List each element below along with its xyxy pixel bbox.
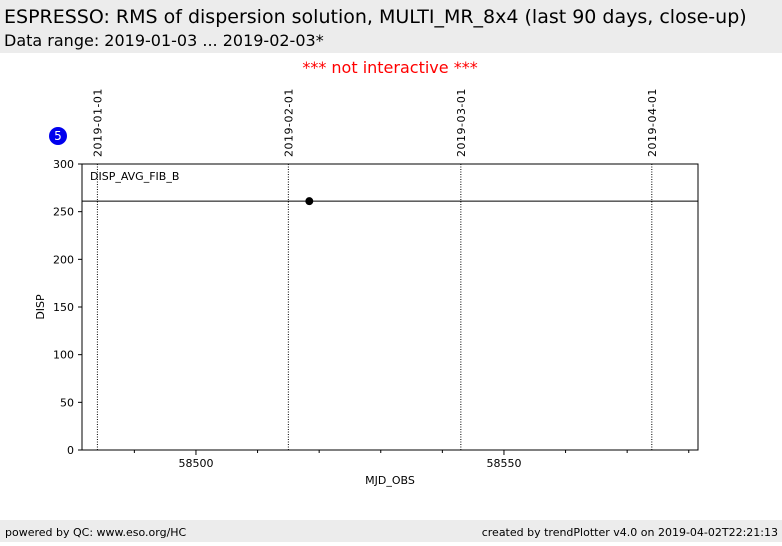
plot-frame [81,163,699,451]
title: ESPRESSO: RMS of dispersion solution, MU… [4,6,747,28]
date-label: 2019-03-01 [455,88,468,157]
date-label: 2019-02-01 [282,88,295,157]
date-label: 2019-04-01 [646,88,659,157]
y-tick-label: 150 [53,301,74,314]
y-tick-label: 50 [60,396,74,409]
y-tick-label: 100 [53,349,74,362]
footer-left: powered by QC: www.eso.org/HC [5,526,187,539]
date-label: 2019-01-01 [91,88,104,157]
y-axis-label: DISP [34,294,47,320]
badge-circle [49,127,67,145]
header-bg [0,0,782,53]
y-tick-label: 250 [53,206,74,219]
footer-right: created by trendPlotter v4.0 on 2019-04-… [482,526,778,539]
x-tick-label: 58550 [486,457,521,470]
x-tick-label: 58500 [178,457,213,470]
y-tick-label: 300 [53,158,74,171]
badge: 5 [54,129,62,143]
y-tick-label: 0 [67,444,74,457]
data-point [305,197,314,206]
y-tick-label: 200 [53,253,74,266]
footer-bg [0,520,782,542]
x-axis-label: MJD_OBS [365,474,415,487]
subtitle: Data range: 2019-01-03 ... 2019-02-03* [4,31,324,50]
series-label: DISP_AVG_FIB_B [90,170,179,183]
notice: *** not interactive *** [302,58,477,77]
